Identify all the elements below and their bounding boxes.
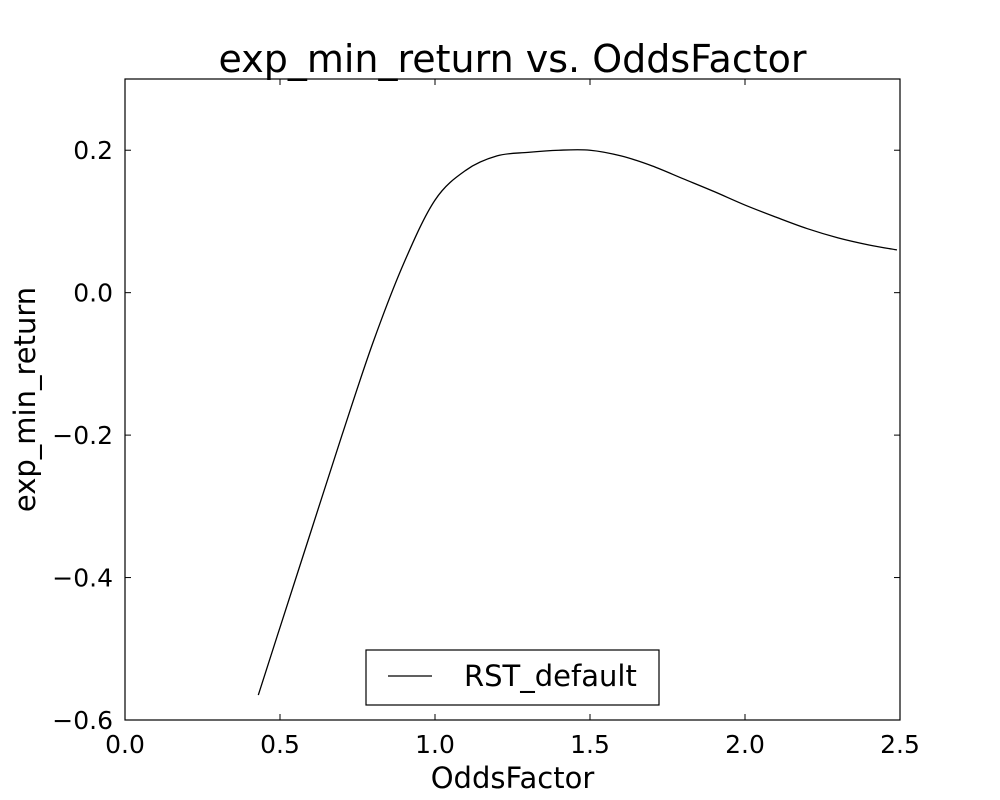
x-tick-label: 1.0 [415,730,455,759]
series-line [257,149,898,696]
x-tick-label: 0.0 [105,730,145,759]
legend: RST_default [365,649,660,706]
plot-frame [124,78,901,721]
legend-label: RST_default [464,659,637,693]
x-axis-label: OddsFactor [431,761,595,795]
y-tick-label: 0.0 [73,279,113,308]
x-tick-label: 2.5 [880,730,920,759]
series-layer [257,149,898,696]
chart-title: exp_min_return vs. OddsFactor [219,37,807,81]
x-tick-label: 1.5 [570,730,610,759]
x-tick-label: 2.0 [725,730,765,759]
legend-box [365,649,660,706]
y-tick-label: −0.2 [52,421,113,450]
y-tick-label: 0.2 [73,136,113,165]
y-axis-label: exp_min_return [8,287,42,512]
y-tick-label: −0.4 [52,564,113,593]
y-tick-label: −0.6 [52,706,113,735]
tick-labels: 0.0 0.5 1.0 1.5 2.0 2.5 −0.6 −0.4 −0.2 0.0 0.2 [52,136,920,759]
x-tick-label: 0.5 [260,730,300,759]
axis-ticks [124,79,901,721]
